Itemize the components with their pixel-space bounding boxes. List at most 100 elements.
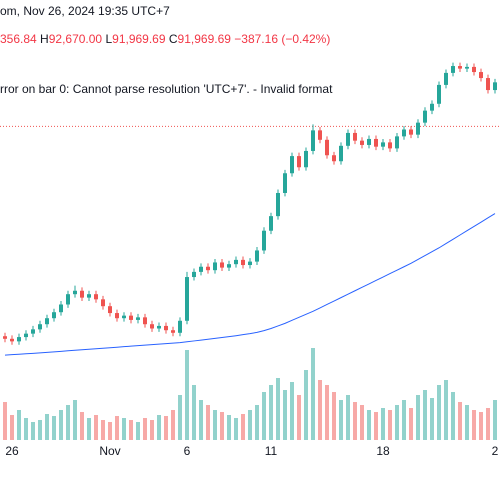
volume-bar	[360, 405, 364, 440]
volume-bar	[374, 412, 378, 440]
volume-bar	[73, 400, 77, 440]
candle-body	[227, 264, 231, 268]
ohlc-change: −387.16 (−0.42%)	[234, 32, 330, 46]
candle-body	[311, 130, 315, 151]
volume-bar	[409, 408, 413, 440]
candle-body	[206, 266, 210, 271]
candle-body	[213, 262, 217, 271]
volume-bar	[66, 405, 70, 440]
volume-bar	[283, 390, 287, 440]
volume-bar	[206, 405, 210, 440]
candle-body	[332, 155, 336, 162]
volume-bar	[80, 412, 84, 440]
ohlc-value: 91,969.69	[178, 32, 232, 46]
candle-body	[31, 329, 35, 334]
candle-body	[416, 122, 420, 135]
candle-body	[437, 84, 441, 104]
volume-bar	[248, 410, 252, 440]
volume-bar	[430, 398, 434, 440]
candle-body	[360, 140, 364, 145]
volume-bar	[423, 390, 427, 440]
volume-bar	[479, 412, 483, 440]
volume-bar	[255, 405, 259, 440]
candle-body	[402, 129, 406, 137]
volume-bar	[10, 415, 14, 440]
candle-body	[304, 150, 308, 168]
error-message: rror on bar 0: Cannot parse resolution '…	[0, 82, 333, 96]
x-tick-label: 18	[376, 444, 390, 458]
volume-bar	[241, 414, 245, 440]
volume-bar	[38, 420, 42, 440]
candle-body	[339, 145, 343, 162]
candle-body	[80, 290, 84, 298]
volume-bar	[465, 405, 469, 440]
candle-body	[262, 230, 266, 251]
volume-bar	[3, 402, 7, 440]
candle-body	[73, 290, 77, 295]
candle-body	[451, 66, 455, 73]
candle-body	[486, 78, 490, 91]
candle-body	[290, 156, 294, 174]
volume-bar	[304, 370, 308, 440]
candle-body	[346, 132, 350, 146]
candle-body	[178, 320, 182, 333]
volume-bar	[472, 410, 476, 440]
candle-body	[395, 136, 399, 149]
volume-bar	[108, 422, 112, 440]
volume-bar	[87, 418, 91, 440]
volume-bar	[136, 422, 140, 440]
candle-body	[423, 110, 427, 123]
volume-bar	[129, 420, 133, 440]
candle-body	[52, 312, 56, 319]
candle-body	[164, 325, 168, 331]
volume-bar	[157, 415, 161, 440]
volume-bar	[164, 416, 168, 440]
volume-bar	[395, 405, 399, 440]
candle-body	[388, 142, 392, 149]
moving-average	[4, 213, 496, 356]
ohlc-value: 91,969.69	[112, 32, 166, 46]
candle-body	[136, 317, 140, 320]
candle-body	[108, 306, 112, 314]
ohlc-value: 92,670.00	[49, 32, 103, 46]
x-tick-label: 11	[265, 444, 278, 458]
candle-body	[185, 277, 189, 321]
candle-body	[479, 72, 483, 79]
candle-body	[430, 103, 434, 111]
candle-body	[367, 138, 371, 145]
candle-body	[276, 192, 280, 217]
candle-body	[472, 66, 476, 73]
volume-bar	[381, 408, 385, 440]
volume-bar	[178, 395, 182, 440]
candle-body	[465, 66, 469, 69]
volume-bar	[416, 395, 420, 440]
volume-bar	[493, 400, 497, 440]
candle-body	[17, 337, 21, 342]
candle-body	[129, 315, 133, 320]
candle-body	[444, 72, 448, 85]
candle-body	[409, 129, 413, 135]
candle-body	[150, 324, 154, 329]
candle-body	[87, 294, 91, 298]
candle-body	[220, 262, 224, 268]
candle-body	[157, 325, 161, 329]
candle-body	[297, 156, 301, 168]
candle-body	[269, 216, 273, 231]
volume-bar	[486, 408, 490, 440]
candle-body	[115, 313, 119, 319]
candle-body	[10, 338, 14, 342]
volume-bar	[101, 420, 105, 440]
candle-body	[59, 304, 63, 313]
volume-bar	[262, 392, 266, 440]
volume-bar	[290, 382, 294, 440]
candle-body	[38, 324, 42, 330]
volume-bar	[269, 385, 273, 440]
volume-bar	[402, 400, 406, 440]
volume-bar	[227, 415, 231, 440]
candle-body	[248, 261, 252, 266]
ohlc-legend: 356.84 H92,670.00 L91,969.69 C91,969.69 …	[0, 32, 330, 46]
candle-body	[234, 259, 238, 265]
x-tick-label: 26	[5, 444, 19, 458]
candle-body	[255, 250, 259, 262]
